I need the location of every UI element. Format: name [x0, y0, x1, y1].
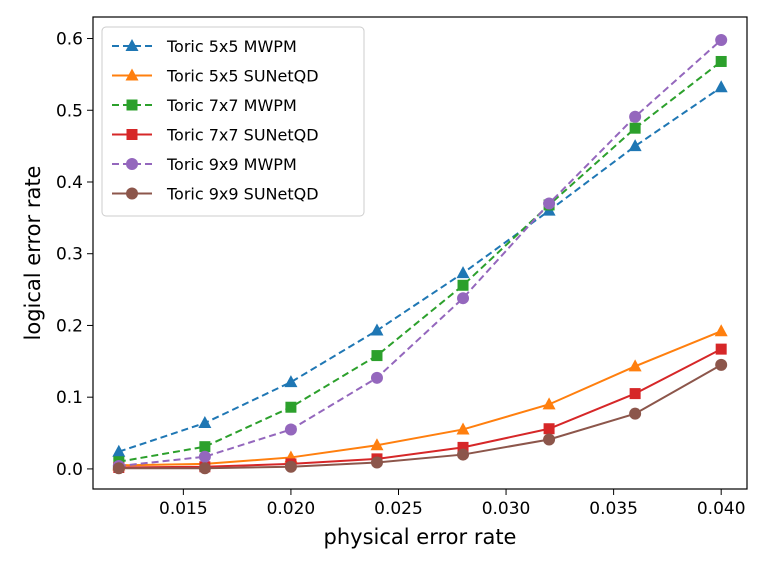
data-point — [715, 55, 727, 67]
data-point — [457, 292, 470, 305]
legend: Toric 5x5 MWPM Toric 5x5 SUNetQD Toric 7x7… — [101, 26, 365, 217]
data-point — [198, 450, 211, 463]
y-axis: 0.0 0.1 0.2 0.3 0.4 0.5 0.6 — [56, 30, 93, 480]
legend-item: Toric 5x5 SUNetQD — [112, 67, 319, 86]
data-point — [543, 423, 555, 435]
legend-marker — [125, 68, 139, 81]
series-line — [118, 364, 722, 470]
legend-item: Toric 5x5 MWPM — [112, 37, 297, 56]
y-axis-label: logical error rate — [21, 166, 45, 341]
data-point — [628, 359, 642, 372]
legend-label: Toric 7x7 MWPM — [166, 96, 297, 115]
legend-label: Toric 7x7 SUNetQD — [166, 126, 319, 145]
data-point — [715, 358, 728, 371]
series-line — [118, 86, 722, 453]
data-point — [284, 375, 298, 388]
data-point — [370, 456, 383, 469]
data-point — [629, 110, 642, 123]
legend-marker — [126, 187, 138, 200]
y-tick-label: 0.0 — [56, 460, 83, 480]
data-point — [198, 416, 212, 429]
data-point — [112, 444, 126, 457]
series-line — [118, 60, 722, 463]
legend-label: Toric 5x5 MWPM — [166, 37, 297, 56]
x-tick-label: 0.020 — [267, 499, 316, 519]
series-line — [118, 348, 722, 469]
data-point — [371, 350, 383, 362]
data-point — [629, 388, 641, 400]
data-point — [629, 122, 641, 134]
data-point — [370, 323, 384, 336]
x-tick-label: 0.035 — [589, 499, 638, 519]
data-point — [456, 266, 470, 279]
data-point — [284, 460, 297, 473]
x-axis-label: physical error rate — [324, 525, 517, 549]
data-point — [629, 407, 642, 420]
legend-marker — [126, 129, 138, 140]
legend-marker — [125, 39, 139, 51]
data-point — [457, 441, 469, 453]
legend-marker — [126, 99, 138, 111]
legend-item: Toric 9x9 SUNetQD — [112, 185, 319, 204]
y-tick-label: 0.3 — [56, 245, 83, 265]
x-tick-label: 0.025 — [374, 499, 423, 519]
data-point — [456, 422, 470, 435]
x-axis: 0.015 0.020 0.025 0.030 0.035 0.040 — [159, 489, 746, 519]
data-point — [285, 401, 297, 413]
x-tick-label: 0.030 — [482, 499, 531, 519]
legend-item: Toric 9x9 MWPM — [112, 155, 297, 174]
data-point — [112, 462, 125, 475]
x-tick-label: 0.040 — [697, 499, 746, 519]
legend-item: Toric 7x7 SUNetQD — [112, 126, 319, 145]
series-line — [118, 330, 722, 467]
legend-label: Toric 9x9 MWPM — [166, 155, 297, 174]
data-point — [457, 279, 469, 291]
legend-item: Toric 7x7 MWPM — [112, 96, 297, 115]
data-point — [543, 433, 556, 446]
series-5 — [112, 358, 728, 475]
plot-frame — [92, 16, 748, 490]
data-point — [284, 423, 297, 436]
data-point — [457, 448, 470, 461]
legend-label: Toric 9x9 SUNetQD — [166, 185, 319, 204]
y-tick-label: 0.6 — [56, 30, 83, 50]
y-tick-label: 0.2 — [56, 316, 83, 336]
y-tick-label: 0.1 — [56, 388, 83, 408]
data-point — [370, 371, 383, 384]
data-point — [714, 80, 728, 93]
data-point — [714, 324, 728, 337]
series-line — [118, 39, 722, 468]
x-tick-label: 0.015 — [159, 499, 208, 519]
series-layer — [112, 33, 728, 475]
data-point — [543, 197, 556, 210]
legend-box — [101, 26, 365, 217]
data-point — [715, 343, 727, 355]
data-point — [370, 438, 384, 451]
data-point — [198, 462, 211, 475]
legend-label: Toric 5x5 SUNetQD — [166, 67, 319, 86]
data-point — [199, 441, 211, 453]
legend-marker — [126, 158, 138, 170]
data-point — [715, 33, 728, 46]
data-point — [628, 139, 642, 152]
y-tick-label: 0.5 — [56, 101, 83, 121]
data-point — [542, 397, 556, 410]
y-tick-label: 0.4 — [56, 173, 83, 193]
